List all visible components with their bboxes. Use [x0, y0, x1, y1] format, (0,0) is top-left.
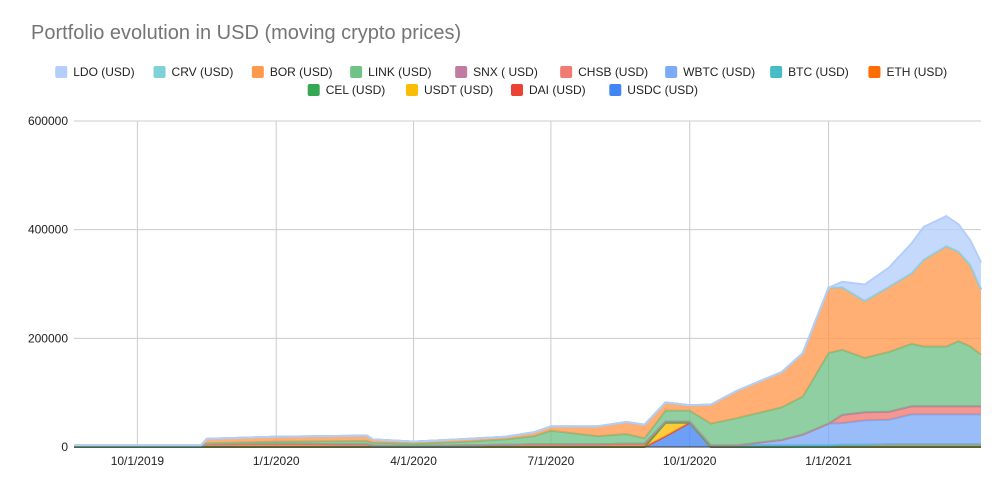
legend-label-wbtc-usd[interactable]: WBTC (USD) [683, 65, 755, 79]
legend-swatch-ldo-usd [55, 66, 68, 78]
line-ldo-usd [74, 214, 982, 447]
legend-swatch-eth-usd [868, 66, 881, 78]
legend-swatch-dai-usd [511, 84, 523, 96]
legend-swatch-cel-usd [307, 84, 320, 96]
x-tick-label: 1/1/2021 [805, 454, 852, 468]
series-areas [74, 214, 982, 448]
legend-label-crv-usd[interactable]: CRV (USD) [172, 65, 234, 79]
legend-label-eth-usd[interactable]: ETH (USD) [886, 65, 947, 79]
legend-swatch-chsb-usd [560, 66, 573, 78]
legend-label-snx-usd[interactable]: SNX ( USD) [473, 65, 538, 79]
x-tick-label: 10/1/2020 [663, 454, 717, 468]
y-tick-label: 600000 [28, 114, 68, 128]
legend-label-cel-usd[interactable]: CEL (USD) [326, 83, 386, 97]
legend-label-link-usd[interactable]: LINK (USD) [368, 65, 431, 79]
x-tick-label: 10/1/2019 [111, 454, 165, 468]
legend-swatch-link-usd [350, 66, 363, 78]
chart-title: Portfolio evolution in USD (moving crypt… [31, 22, 462, 44]
legend-label-btc-usd[interactable]: BTC (USD) [788, 65, 849, 79]
legend-label-chsb-usd[interactable]: CHSB (USD) [578, 65, 648, 79]
y-tick-label: 200000 [28, 331, 68, 345]
area-link-usd [74, 341, 981, 446]
area-bor-usd [74, 246, 981, 446]
legend-swatch-usdt-usd [406, 84, 418, 96]
y-tick-label: 400000 [28, 223, 68, 237]
legend-swatch-usdc-usd [609, 84, 622, 96]
legend-swatch-snx-usd [455, 66, 468, 78]
legend-swatch-crv-usd [153, 66, 166, 78]
legend-swatch-wbtc-usd [665, 66, 678, 78]
legend: LDO (USD) CRV (USD) BOR (USD) LINK (USD) SNX… [55, 65, 947, 97]
legend-label-bor-usd[interactable]: BOR (USD) [270, 65, 333, 79]
x-tick-label: 4/1/2020 [390, 454, 437, 468]
legend-swatch-btc-usd [770, 66, 783, 78]
legend-label-usdt-usd[interactable]: USDT (USD) [424, 83, 493, 97]
x-tick-label: 7/1/2020 [528, 454, 575, 468]
legend-label-ldo-usd[interactable]: LDO (USD) [73, 65, 134, 79]
area-wbtc-usd [74, 414, 981, 446]
legend-label-dai-usd[interactable]: DAI (USD) [529, 83, 586, 97]
legend-label-usdc-usd[interactable]: USDC (USD) [627, 83, 698, 97]
tick-labels: 0 200000 400000 600000 10/1/2019 1/1/2020 4/1/… [28, 114, 852, 468]
x-tick-label: 1/1/2020 [253, 454, 300, 468]
y-tick-label: 0 [61, 440, 68, 454]
legend-swatch-bor-usd [251, 66, 264, 78]
